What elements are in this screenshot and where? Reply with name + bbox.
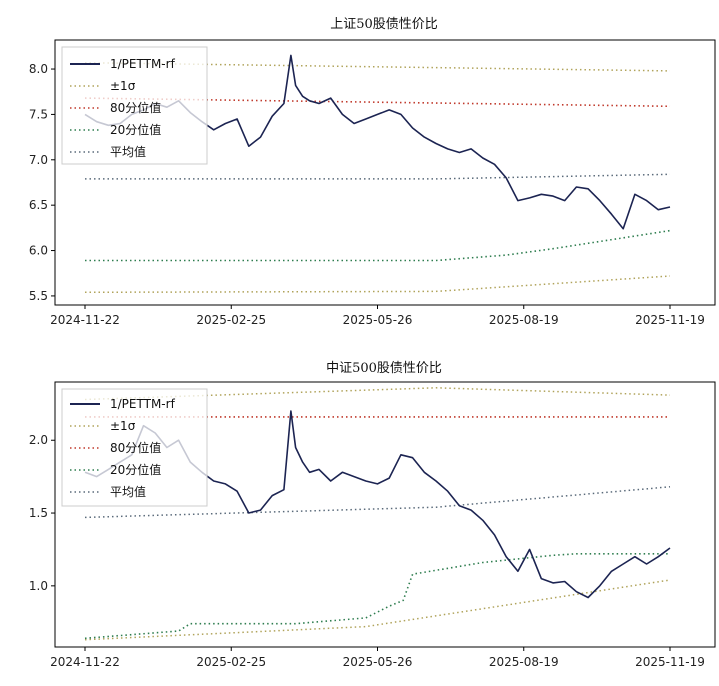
x-tick-label: 2025-08-19 xyxy=(489,313,559,327)
x-tick-label: 2025-11-19 xyxy=(635,655,705,669)
y-tick-label: 2.0 xyxy=(29,433,48,447)
legend-box xyxy=(61,46,208,165)
series-line xyxy=(84,486,671,519)
y-tick-label: 7.5 xyxy=(29,107,48,121)
legend-label: 20分位值 xyxy=(110,122,161,137)
legend: 1/PETTM-rf ±1σ 80分位值 20分位值 平均值 xyxy=(61,388,208,507)
y-tick-label: 1.0 xyxy=(29,579,48,593)
ticks-layer: 5.5 6.0 6.5 7.0 7.5 8.0 2024-11-22 2025-02-25 20… xyxy=(29,62,705,327)
x-tick-label: 2025-05-26 xyxy=(343,655,413,669)
series-line xyxy=(84,61,671,72)
x-tick-label: 2025-08-19 xyxy=(489,655,559,669)
legend-box xyxy=(61,388,208,507)
plot-frame xyxy=(54,381,716,648)
legend-label: 1/PETTM-rf xyxy=(110,57,176,71)
y-tick-label: 5.5 xyxy=(29,289,48,303)
legend-label: 20分位值 xyxy=(110,462,161,477)
y-tick-label: 1.5 xyxy=(29,506,48,520)
ticks-layer: 1.0 1.5 2.0 2024-11-22 2025-02-25 2025-05-26 2… xyxy=(29,433,705,669)
series-line xyxy=(85,173,671,180)
x-tick-label: 2025-02-25 xyxy=(196,655,266,669)
series-line xyxy=(85,229,671,262)
chart-title: 中证500股债性价比 xyxy=(326,361,442,376)
legend-label: 1/PETTM-rf xyxy=(110,397,176,411)
x-tick-label: 2025-02-25 xyxy=(196,313,266,327)
x-tick-label: 2024-11-22 xyxy=(50,655,120,669)
y-tick-label: 8.0 xyxy=(29,62,48,76)
legend: 1/PETTM-rf ±1σ 80分位值 20分位值 平均值 xyxy=(61,46,208,165)
legend-label: 80分位值 xyxy=(110,440,161,455)
y-tick-label: 7.0 xyxy=(29,153,48,167)
legend-label: 80分位值 xyxy=(110,100,161,115)
legend-label: ±1σ xyxy=(110,419,136,433)
x-tick-label: 2025-05-26 xyxy=(343,313,413,327)
legend-label: 平均值 xyxy=(110,144,146,159)
plot-frame xyxy=(54,39,716,306)
series-line xyxy=(84,97,671,108)
chart-csi500: 中证500股债性价比 1.0 1.5 2.0 2024-11-22 2025-02-25… xyxy=(29,361,716,669)
y-tick-label: 6.5 xyxy=(29,198,48,212)
series-line xyxy=(84,579,671,641)
legend-label: 平均值 xyxy=(110,484,146,499)
chart-title: 上证50股债性价比 xyxy=(330,17,438,32)
legend-label: ±1σ xyxy=(110,79,136,93)
series-line xyxy=(84,553,670,640)
x-tick-label: 2024-11-22 xyxy=(50,313,120,327)
chart-sse50: 上证50股债性价比 5.5 6.0 6.5 7.0 7.5 8.0 2024-11-22 20… xyxy=(29,17,716,327)
y-tick-label: 6.0 xyxy=(29,244,48,258)
series-line xyxy=(84,275,671,294)
x-tick-label: 2025-11-19 xyxy=(635,313,705,327)
